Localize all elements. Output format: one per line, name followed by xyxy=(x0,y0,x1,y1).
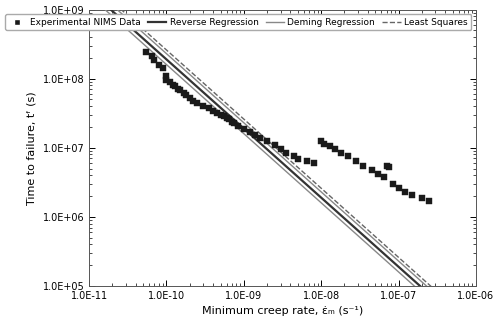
Point xyxy=(337,150,345,155)
Point xyxy=(204,105,212,110)
Point xyxy=(246,129,254,135)
Point xyxy=(186,96,194,101)
Point xyxy=(400,189,408,194)
Point xyxy=(251,132,259,137)
Point xyxy=(290,154,298,159)
Point xyxy=(382,163,390,168)
Point xyxy=(394,186,402,191)
X-axis label: Minimum creep rate, ε̇ₘ (s⁻¹): Minimum creep rate, ε̇ₘ (s⁻¹) xyxy=(202,307,363,317)
Point xyxy=(230,120,238,125)
Point xyxy=(162,78,170,83)
Point xyxy=(320,141,328,146)
Point xyxy=(226,117,234,122)
Point xyxy=(282,150,290,155)
Point xyxy=(234,123,242,128)
Point xyxy=(174,87,182,92)
Point xyxy=(213,110,221,116)
Point xyxy=(240,126,248,131)
Point xyxy=(276,147,284,152)
Y-axis label: Time to failure, tᶠ (s): Time to failure, tᶠ (s) xyxy=(27,91,37,204)
Point xyxy=(228,119,236,124)
Point xyxy=(159,65,167,70)
Point xyxy=(148,54,156,59)
Point xyxy=(168,82,176,87)
Point xyxy=(385,165,393,170)
Point xyxy=(220,113,228,118)
Point xyxy=(317,138,325,144)
Point xyxy=(162,73,170,78)
Point xyxy=(352,158,360,163)
Point xyxy=(150,58,158,63)
Point xyxy=(310,161,318,166)
Point xyxy=(194,100,202,105)
Point xyxy=(418,195,426,200)
Point xyxy=(176,88,184,93)
Point xyxy=(426,198,434,204)
Point xyxy=(380,174,388,179)
Point xyxy=(374,171,382,176)
Point xyxy=(182,92,190,98)
Point xyxy=(216,112,224,118)
Point xyxy=(142,50,150,55)
Point xyxy=(344,154,351,159)
Point xyxy=(294,157,302,162)
Point xyxy=(200,104,207,109)
Point xyxy=(360,163,368,168)
Point xyxy=(189,98,197,103)
Point xyxy=(408,192,416,197)
Point xyxy=(270,142,278,147)
Point xyxy=(180,90,188,96)
Point xyxy=(331,147,339,152)
Point xyxy=(155,62,163,67)
Point xyxy=(302,158,310,163)
Point xyxy=(389,181,397,186)
Point xyxy=(263,138,271,144)
Point xyxy=(326,144,334,149)
Point xyxy=(172,83,179,89)
Point xyxy=(166,79,173,84)
Point xyxy=(222,115,230,120)
Legend: Experimental NIMS Data, Reverse Regression, Deming Regression, Least Squares: Experimental NIMS Data, Reverse Regressi… xyxy=(5,14,471,30)
Point xyxy=(209,109,217,114)
Point xyxy=(256,135,264,140)
Point xyxy=(368,167,376,172)
